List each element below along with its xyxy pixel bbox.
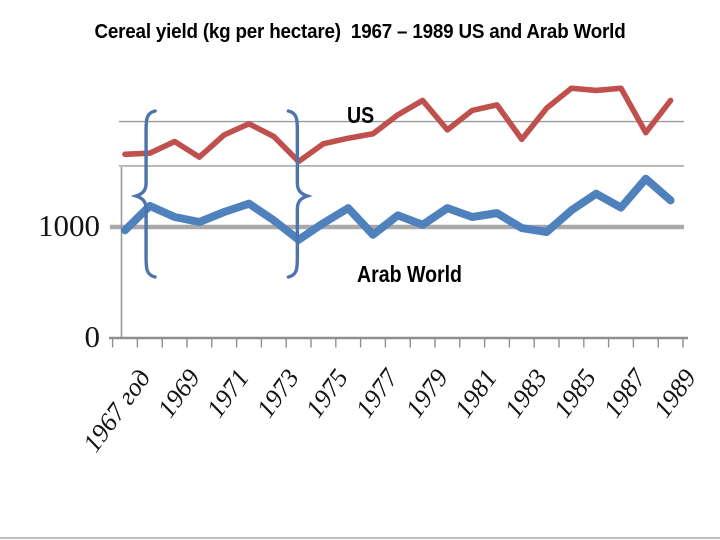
x-axis-ticks [111,339,684,348]
gridlines [110,120,684,230]
y-axis-label-0: 0 [84,319,101,354]
arab-world-line [121,174,675,244]
us-series-label: US [347,102,375,128]
axes [109,166,688,348]
us-line [122,85,674,165]
slide-bottom-edge [0,537,720,539]
arab-world-series-label: Arab World [357,261,463,287]
right-curly-brace-annotation [286,109,313,279]
y-axis-label-1000: 1000 [38,208,100,243]
left-curly-brace-annotation [130,109,157,279]
chart-title: Cereal yield (kg per hectare) 1967 – 198… [94,21,626,43]
